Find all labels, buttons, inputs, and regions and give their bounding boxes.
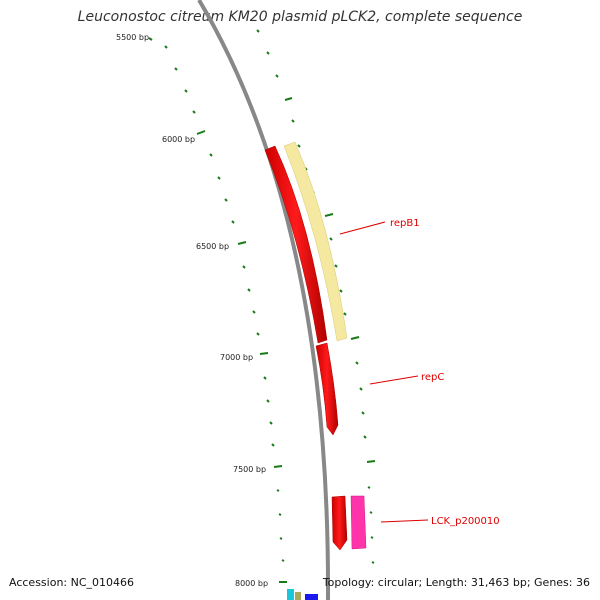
map-title: Leuconostoc citreum KM20 plasmid pLCK2, … bbox=[77, 9, 523, 25]
gene-repB1-feature[interactable] bbox=[264, 145, 328, 344]
gene-repC-feature[interactable] bbox=[315, 342, 339, 436]
bottom-feature-blue[interactable] bbox=[305, 594, 318, 600]
bottom-feature-cyan[interactable] bbox=[287, 589, 294, 600]
gene-label-leaders bbox=[339, 221, 429, 523]
gene-LCK_p200010-feature[interactable] bbox=[331, 495, 348, 551]
gene-label-LCK_p200010[interactable]: LCK_p200010 bbox=[431, 516, 500, 527]
inner-tick-row bbox=[148, 37, 287, 583]
bp-label: 8000 bp bbox=[235, 579, 268, 588]
gene-label-repC[interactable]: repC bbox=[421, 372, 444, 383]
plasmid-backbone bbox=[197, 0, 331, 600]
gene-label-repB1[interactable]: repB1 bbox=[390, 218, 420, 229]
topology-label: Topology: circular; Length: 31,463 bp; G… bbox=[322, 576, 590, 589]
gene-LCK_p200010-partner-feature[interactable] bbox=[350, 495, 367, 550]
bottom-feature-olive[interactable] bbox=[295, 592, 301, 600]
accession-label: Accession: NC_010466 bbox=[9, 576, 135, 589]
bp-label: 6500 bp bbox=[196, 242, 229, 251]
bp-labels: 5500 bp 6000 bp 6500 bp 7000 bp 7500 bp … bbox=[116, 33, 268, 588]
bp-label: 7000 bp bbox=[220, 353, 253, 362]
gene-repB1-partner-feature[interactable] bbox=[283, 141, 348, 342]
bp-label: 6000 bp bbox=[162, 135, 195, 144]
bp-label: 5500 bp bbox=[116, 33, 149, 42]
bp-label: 7500 bp bbox=[233, 465, 266, 474]
